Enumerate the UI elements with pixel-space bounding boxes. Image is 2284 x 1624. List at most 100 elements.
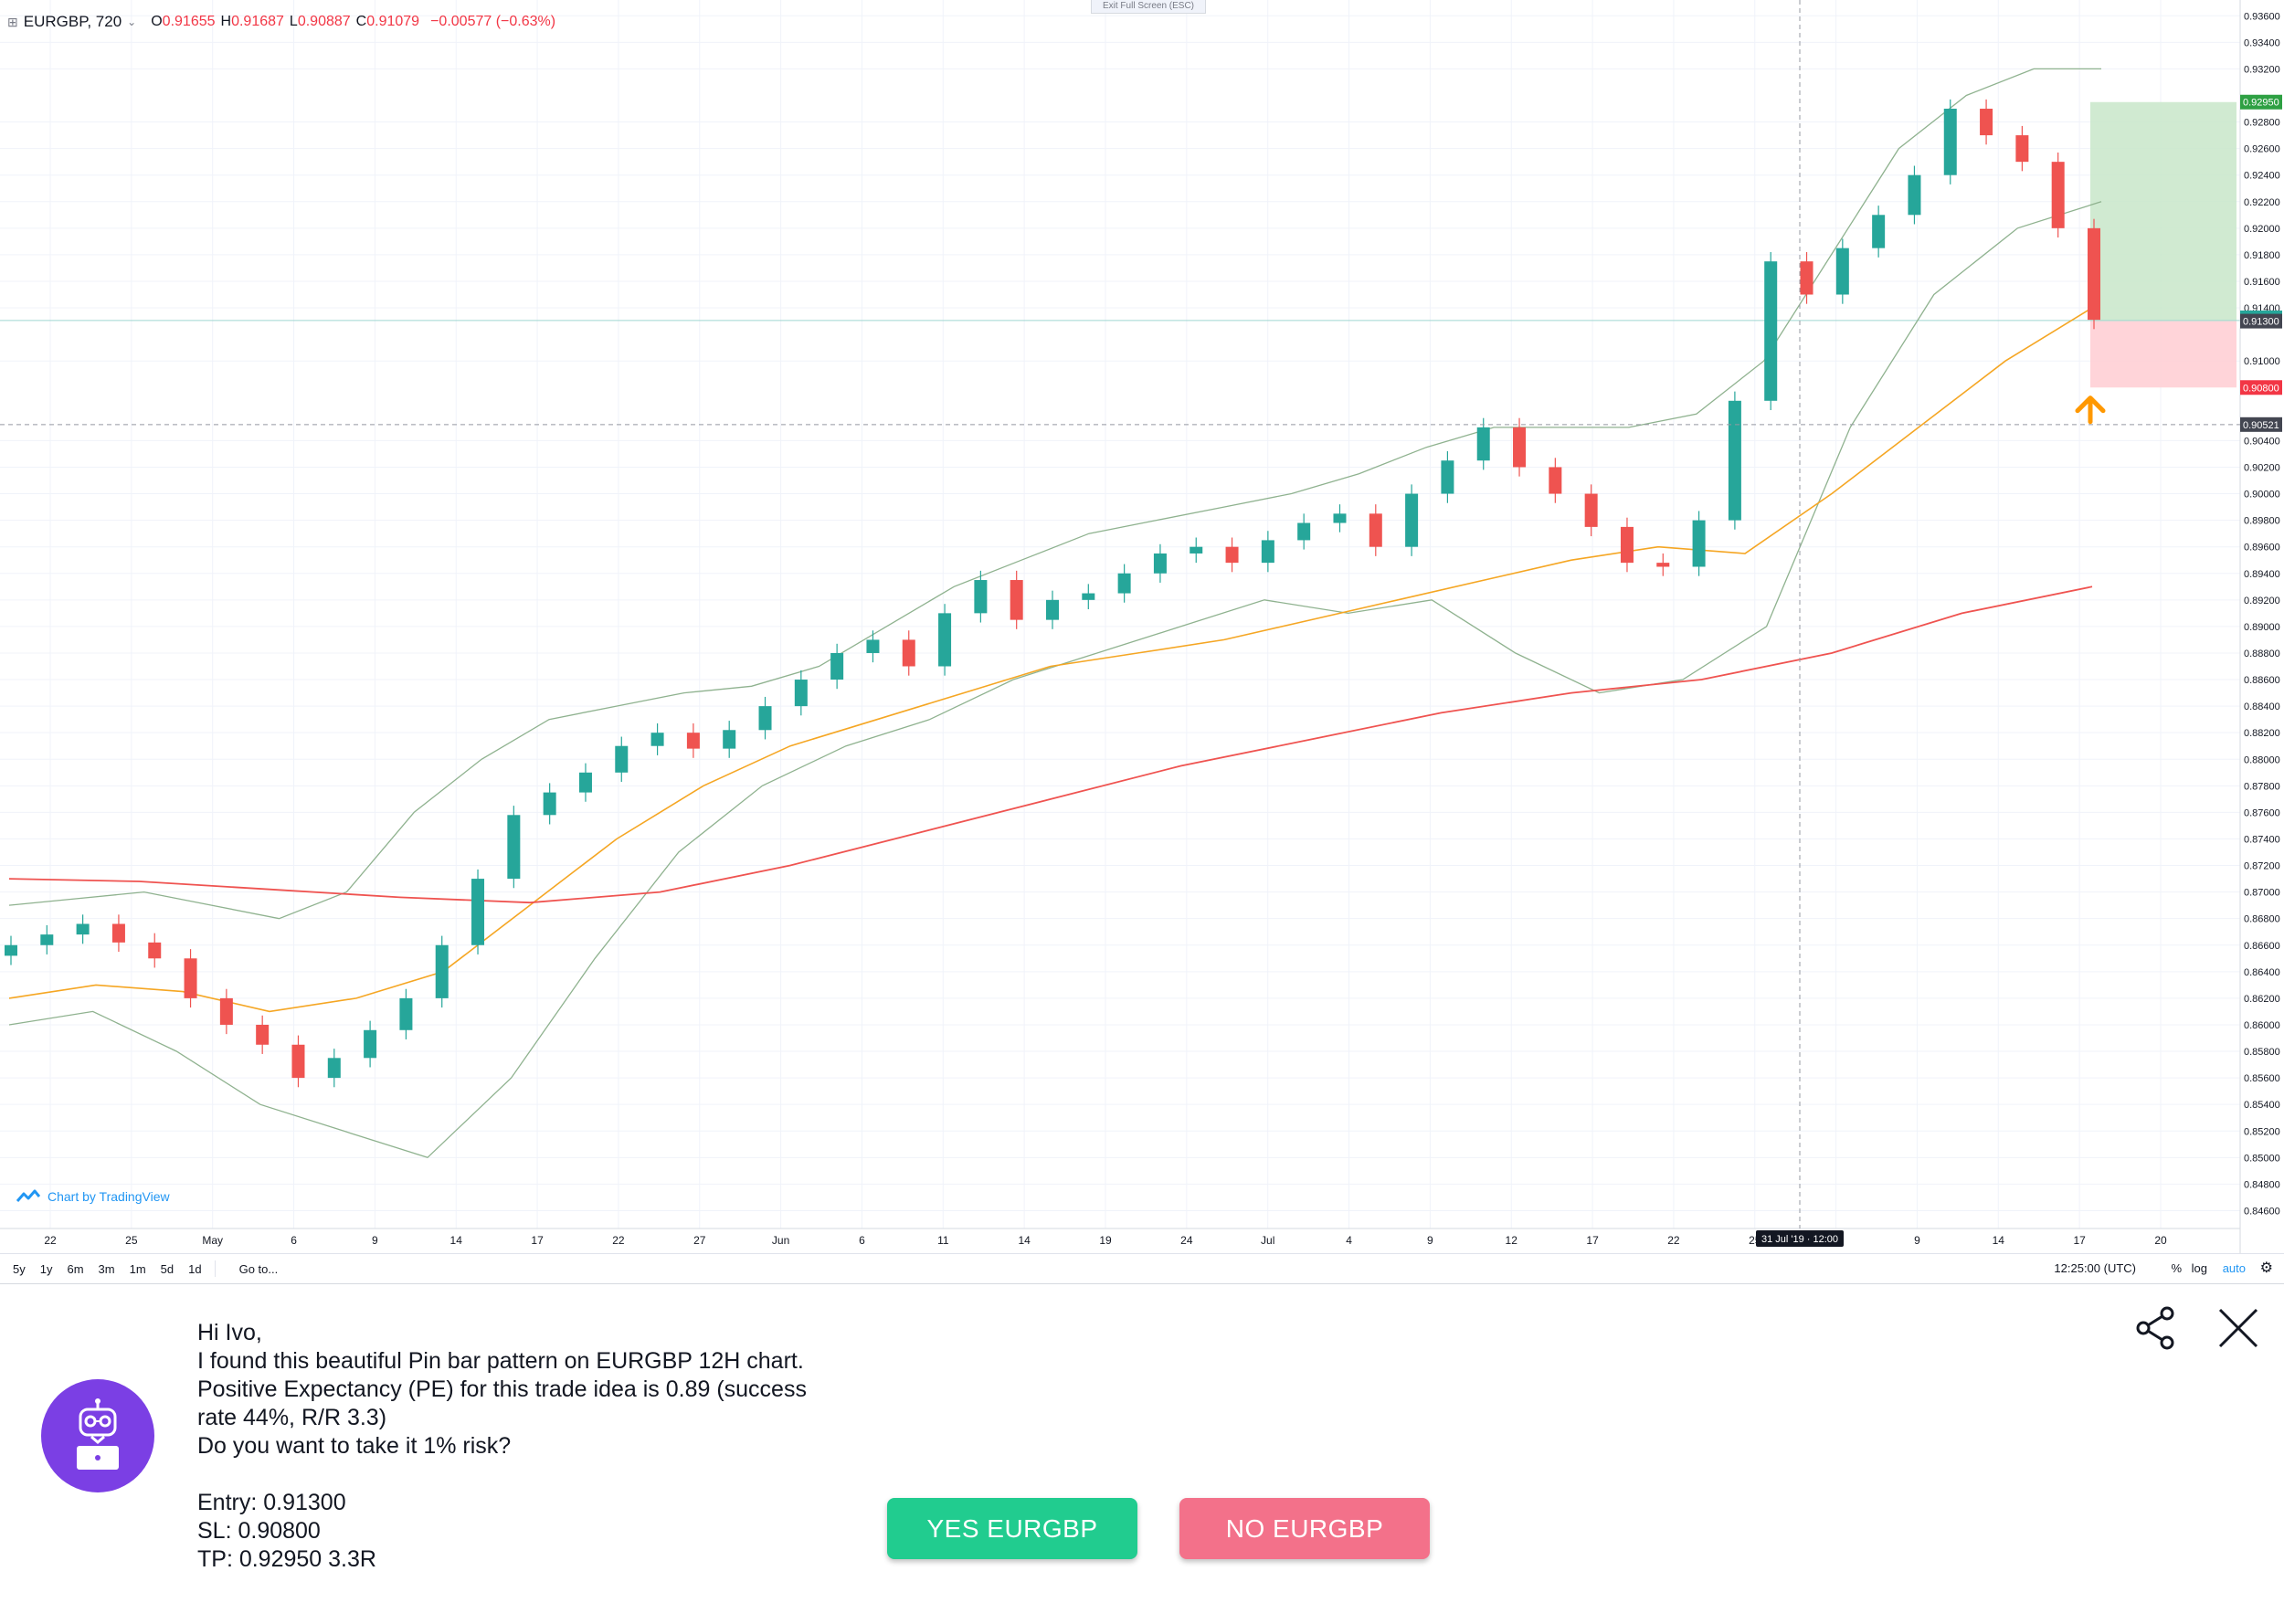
gear-icon[interactable]: ⚙ bbox=[2259, 1260, 2273, 1276]
candle[interactable] bbox=[902, 630, 915, 676]
candle[interactable] bbox=[2088, 218, 2100, 330]
candle[interactable] bbox=[1692, 511, 1706, 576]
y-tick-label: 0.85000 bbox=[2244, 1153, 2280, 1164]
candle[interactable] bbox=[578, 763, 592, 802]
range-6m[interactable]: 6m bbox=[67, 1261, 84, 1276]
profit-zone[interactable] bbox=[2090, 101, 2236, 322]
candle[interactable] bbox=[1261, 531, 1274, 573]
candle-body bbox=[1835, 248, 1849, 295]
auto-toggle[interactable]: auto bbox=[2222, 1261, 2246, 1275]
candle[interactable] bbox=[1513, 417, 1527, 477]
candle[interactable] bbox=[5, 935, 17, 965]
exit-fullscreen-button[interactable]: Exit Full Screen (ESC) bbox=[1091, 0, 1206, 14]
candle[interactable] bbox=[1441, 451, 1454, 503]
candle[interactable] bbox=[1333, 504, 1347, 533]
candle[interactable] bbox=[2015, 125, 2029, 172]
candle[interactable] bbox=[327, 1049, 341, 1088]
candle[interactable] bbox=[1872, 206, 1886, 258]
range-1y[interactable]: 1y bbox=[39, 1261, 53, 1276]
loss-zone[interactable] bbox=[2090, 321, 2236, 388]
range-1d[interactable]: 1d bbox=[188, 1261, 202, 1276]
candle[interactable] bbox=[615, 736, 629, 782]
candle[interactable] bbox=[111, 914, 125, 953]
candle[interactable] bbox=[1835, 238, 1849, 304]
no-button[interactable]: NO EURGBP bbox=[1179, 1498, 1430, 1559]
range-5d[interactable]: 5d bbox=[160, 1261, 174, 1276]
candle[interactable] bbox=[1980, 99, 1993, 145]
candle[interactable] bbox=[1620, 517, 1634, 573]
candle[interactable] bbox=[1046, 590, 1059, 629]
close-icon[interactable] bbox=[2215, 1304, 2262, 1352]
candle[interactable] bbox=[148, 933, 162, 968]
candle[interactable] bbox=[723, 721, 736, 758]
ohlc-key-o: O bbox=[151, 14, 163, 29]
chevron-down-icon[interactable]: ⌄ bbox=[127, 16, 137, 28]
price-tag-label: 0.92950 bbox=[2243, 98, 2279, 109]
price-tag-label: 0.90800 bbox=[2243, 383, 2279, 394]
candle[interactable] bbox=[507, 806, 521, 889]
candle[interactable] bbox=[1476, 417, 1490, 470]
candle[interactable] bbox=[1010, 570, 1023, 629]
candle[interactable] bbox=[219, 988, 233, 1035]
candle[interactable] bbox=[399, 988, 413, 1039]
candle[interactable] bbox=[1908, 165, 1921, 225]
candle[interactable] bbox=[184, 949, 197, 1008]
legend-toggle-icon[interactable]: ⊞ bbox=[7, 14, 18, 29]
candle[interactable] bbox=[1800, 252, 1813, 304]
symbol-name[interactable]: EURGBP, 720 bbox=[23, 13, 122, 30]
share-icon[interactable] bbox=[2132, 1304, 2180, 1352]
candle[interactable] bbox=[256, 1015, 270, 1054]
candle[interactable] bbox=[364, 1020, 377, 1068]
candle[interactable] bbox=[1549, 458, 1562, 503]
timezone-button[interactable]: 12:25:00 (UTC) bbox=[2054, 1261, 2136, 1275]
candle[interactable] bbox=[40, 924, 54, 954]
candle-body bbox=[543, 792, 556, 816]
candle[interactable] bbox=[1764, 252, 1778, 410]
candle[interactable] bbox=[1297, 513, 1311, 550]
range-5y[interactable]: 5y bbox=[13, 1261, 26, 1276]
candle[interactable] bbox=[974, 570, 988, 623]
candle[interactable] bbox=[1082, 584, 1095, 610]
candle[interactable] bbox=[758, 696, 772, 740]
candle[interactable] bbox=[543, 783, 556, 825]
candle[interactable] bbox=[1943, 99, 1957, 185]
candle-body bbox=[1513, 427, 1527, 468]
tradingview-watermark[interactable]: Chart by TradingView bbox=[16, 1189, 170, 1204]
range-3m[interactable]: 3m bbox=[98, 1261, 115, 1276]
price-chart[interactable]: 0.93600 0.93400 0.93200 0.92800 0.92600 0.924… bbox=[0, 0, 2284, 1253]
candle[interactable] bbox=[1190, 537, 1203, 564]
percent-toggle[interactable]: % bbox=[2171, 1261, 2182, 1275]
price-axis[interactable] bbox=[2240, 0, 2284, 1253]
candle[interactable] bbox=[1117, 564, 1131, 603]
y-tick-label: 0.93200 bbox=[2244, 64, 2280, 75]
candle[interactable] bbox=[76, 914, 90, 944]
candle[interactable] bbox=[1225, 537, 1239, 573]
candle[interactable] bbox=[1369, 504, 1382, 556]
candle[interactable] bbox=[866, 630, 880, 663]
candle[interactable] bbox=[1584, 484, 1598, 537]
yes-button[interactable]: YES EURGBP bbox=[887, 1498, 1137, 1559]
y-tick-label: 0.92000 bbox=[2244, 224, 2280, 235]
candle[interactable] bbox=[1153, 543, 1167, 583]
candle[interactable] bbox=[471, 869, 485, 954]
candle[interactable] bbox=[686, 723, 700, 758]
chart-frame[interactable]: 0.93600 0.93400 0.93200 0.92800 0.92600 0.924… bbox=[0, 0, 2284, 1284]
candle[interactable] bbox=[1656, 553, 1670, 576]
range-1m[interactable]: 1m bbox=[129, 1261, 146, 1276]
x-tick-label: Jul bbox=[1261, 1234, 1274, 1247]
candle[interactable] bbox=[830, 643, 844, 690]
candle[interactable] bbox=[1728, 391, 1741, 530]
candle[interactable] bbox=[2051, 152, 2065, 238]
candle[interactable] bbox=[794, 670, 808, 716]
log-toggle[interactable]: log bbox=[2191, 1261, 2207, 1275]
up-arrow-icon bbox=[2075, 395, 2106, 425]
candle[interactable] bbox=[291, 1035, 305, 1088]
y-tick-label: 0.89200 bbox=[2244, 596, 2280, 606]
candle[interactable] bbox=[650, 723, 664, 755]
candle[interactable] bbox=[938, 604, 952, 676]
goto-button[interactable]: Go to... bbox=[238, 1261, 279, 1276]
candle-body bbox=[1153, 553, 1167, 574]
candle[interactable] bbox=[1405, 484, 1419, 556]
candle-body bbox=[686, 733, 700, 749]
candle[interactable] bbox=[435, 935, 449, 1008]
